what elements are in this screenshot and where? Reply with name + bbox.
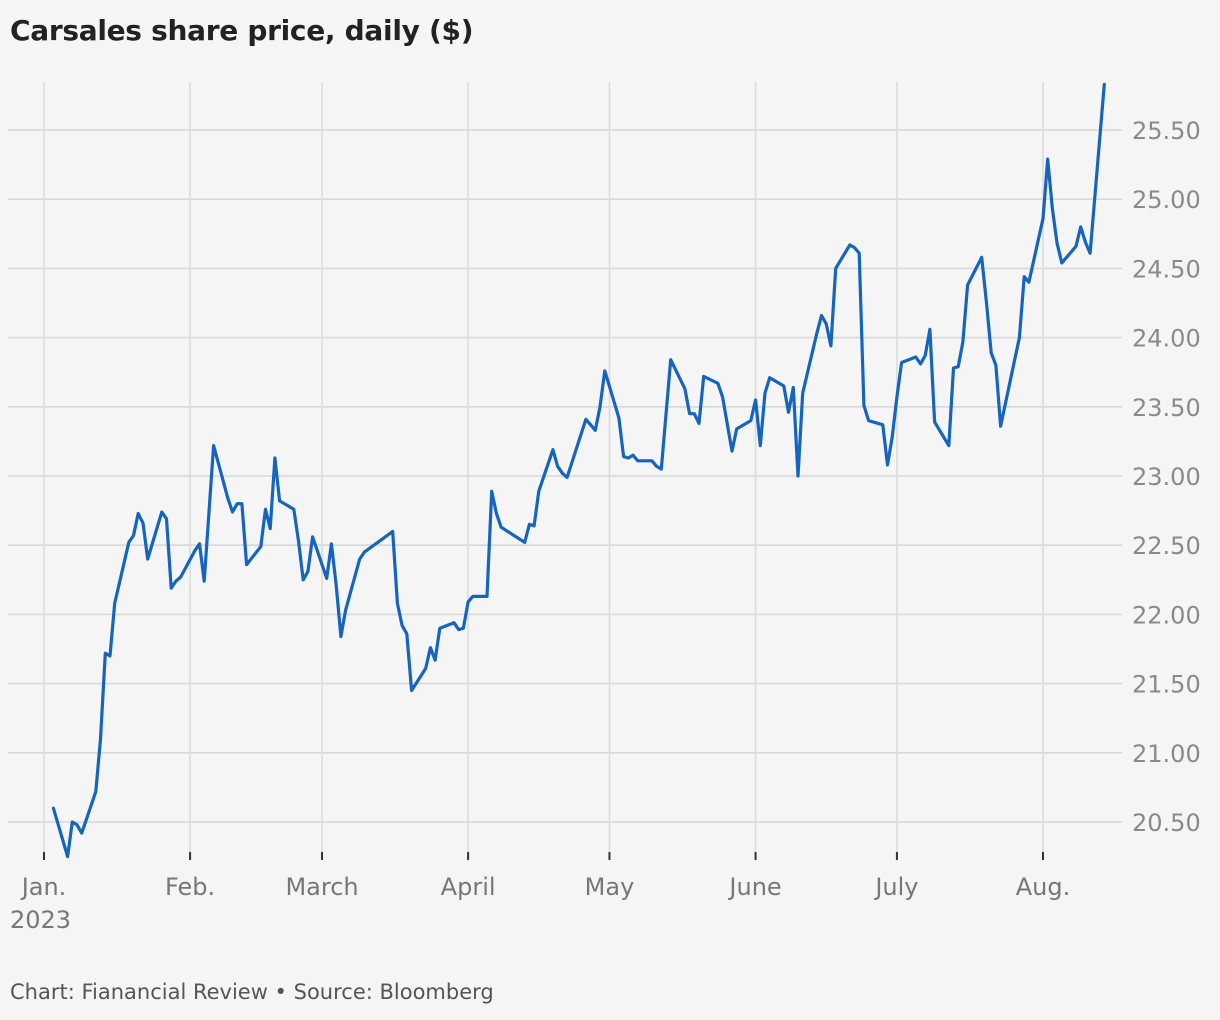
y-tick-label: 21.50 [1132,671,1201,699]
x-tick-label: March [285,873,358,901]
x-tick-label: June [727,873,781,901]
y-tick-label: 25.00 [1132,186,1201,214]
x-tick-label: Feb. [165,873,215,901]
y-tick-label: 24.50 [1132,255,1201,283]
y-tick-label: 24.00 [1132,325,1201,353]
x-tick-label: July [873,873,918,901]
x-gridlines [43,82,1044,860]
y-tick-label: 20.50 [1132,809,1201,837]
share-price-line [51,82,1106,859]
x-axis-labels: Jan. Feb. March April May June July Aug. [20,873,1071,901]
x-axis-year-label: 2023 [10,906,71,934]
y-tick-label: 25.50 [1132,117,1201,145]
x-tick-label: April [441,873,496,901]
y-tick-label: 22.50 [1132,532,1201,560]
y-axis-labels: 20.50 21.00 21.50 22.00 22.50 23.00 23.50 24.00… [1132,117,1201,837]
line-chart: 20.50 21.00 21.50 22.00 22.50 23.00 23.50 24.00… [8,82,1201,934]
y-tick-label: 21.00 [1132,740,1201,768]
y-tick-label: 23.00 [1132,463,1201,491]
chart-title: Carsales share price, daily ($) [10,14,474,47]
y-tick-label: 23.50 [1132,394,1201,422]
chart-source-footer: Chart: Fianancial Review • Source: Bloom… [10,980,494,1004]
y-tick-label: 22.00 [1132,601,1201,629]
y-gridlines [8,129,1122,823]
x-tick-label: Jan. [20,873,67,901]
x-tick-label: May [585,873,635,901]
x-tick-label: Aug. [1016,873,1071,901]
